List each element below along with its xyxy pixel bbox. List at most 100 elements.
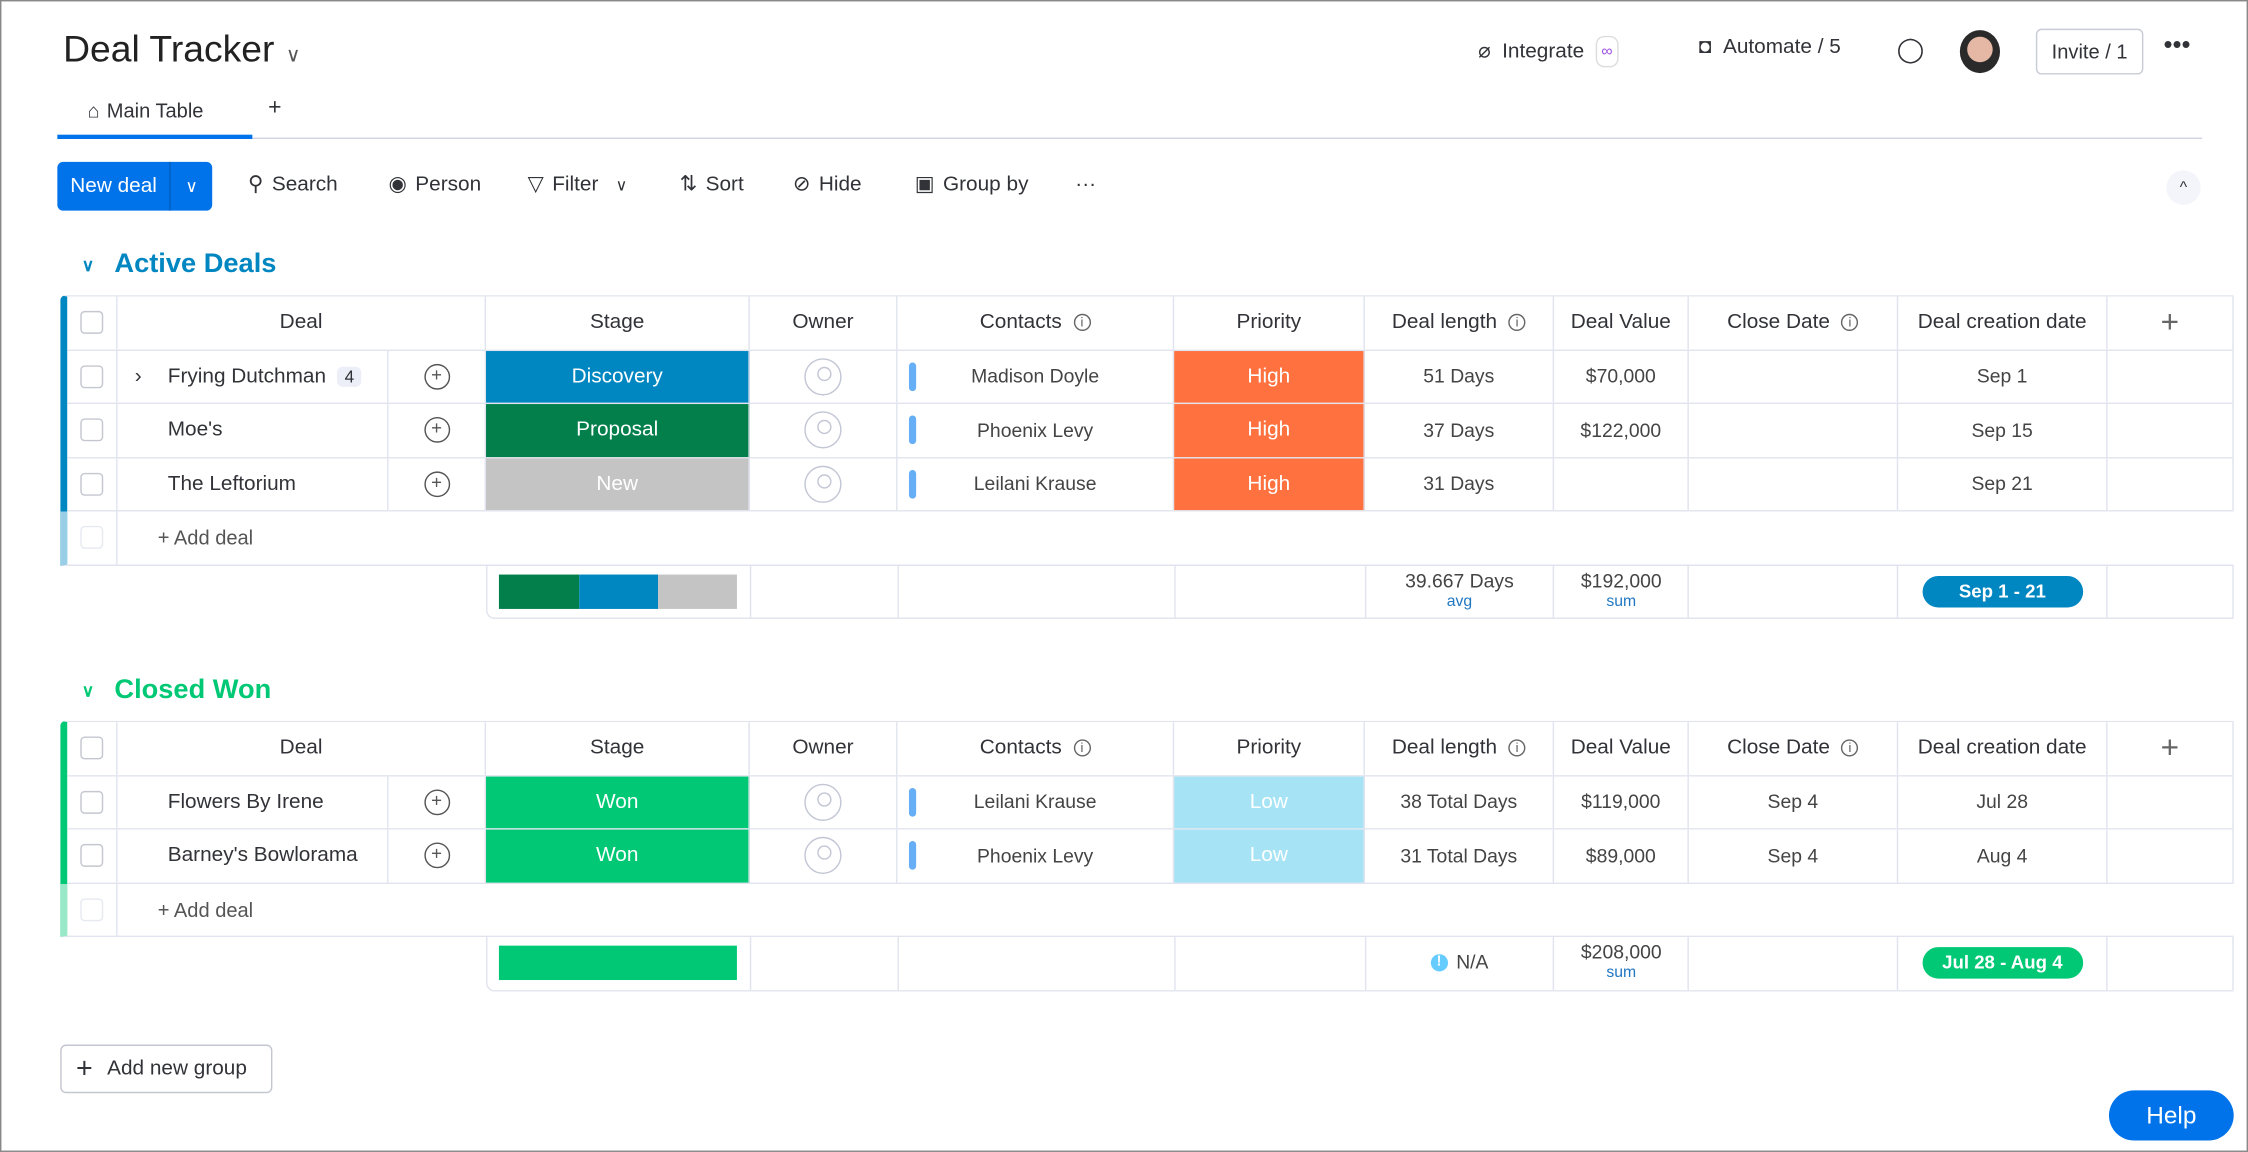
deal-name[interactable]: The Leftorium — [167, 472, 297, 496]
invite-button[interactable]: Invite / 1 — [2035, 28, 2144, 75]
add-column-icon[interactable]: + — [2160, 729, 2180, 766]
search-button[interactable]: ⚲ Search — [248, 173, 338, 196]
row-checkbox[interactable] — [80, 365, 104, 388]
column-header-priority[interactable]: Priority — [1174, 296, 1365, 349]
updates-cell[interactable]: + — [389, 457, 487, 511]
table-row[interactable]: › Frying Dutchman 4 + Discovery Madison Doyle… — [67, 350, 2234, 405]
deal-name[interactable]: Moe's — [167, 418, 223, 442]
contacts-cell[interactable]: Madison Doyle — [897, 350, 1175, 403]
person-placeholder-icon[interactable] — [804, 837, 842, 875]
deal-cell[interactable]: Barney's Bowlorama — [118, 829, 389, 882]
row-checkbox[interactable] — [80, 844, 104, 868]
info-icon[interactable]: i — [1073, 739, 1091, 757]
column-header-priority[interactable]: Priority — [1174, 722, 1365, 775]
row-checkbox[interactable] — [80, 472, 104, 496]
updates-cell[interactable]: + — [389, 775, 487, 829]
column-header-stage[interactable]: Stage — [486, 296, 750, 349]
group-by-button[interactable]: ▣ Group by — [915, 173, 1029, 196]
column-header-owner[interactable]: Owner — [750, 722, 898, 775]
deal-value-cell[interactable]: $122,000 — [1554, 404, 1689, 457]
hide-button[interactable]: ⊘ Hide — [793, 173, 862, 196]
add-update-icon[interactable]: + — [423, 789, 450, 815]
add-deal-row[interactable]: + Add deal — [60, 883, 2234, 938]
subitems-count-badge[interactable]: 4 — [337, 366, 362, 387]
new-deal-button[interactable]: New deal ∨ — [57, 161, 213, 211]
board-title[interactable]: Deal Tracker ∨ — [63, 27, 300, 71]
stage-status[interactable]: New — [486, 457, 750, 511]
user-avatar[interactable] — [1959, 30, 2001, 74]
deal-value-cell[interactable] — [1554, 457, 1689, 511]
group-header[interactable]: ∨ Active Deals — [82, 245, 2234, 284]
priority-status[interactable]: High — [1174, 457, 1365, 511]
sort-button[interactable]: ⇅ Sort — [680, 173, 744, 196]
person-placeholder-icon[interactable] — [804, 357, 842, 396]
stage-summary[interactable] — [487, 565, 752, 618]
contact-name[interactable]: Leilani Krause — [973, 473, 1097, 495]
column-header-contacts[interactable]: Contacts i — [897, 722, 1175, 775]
deal-value-cell[interactable]: $70,000 — [1554, 350, 1689, 403]
column-header-contacts[interactable]: Contacts i — [897, 296, 1175, 349]
add-update-icon[interactable]: + — [423, 471, 450, 497]
column-header-deal-length[interactable]: Deal length i — [1365, 722, 1555, 775]
more-options-icon[interactable]: ••• — [2163, 30, 2191, 59]
info-icon[interactable]: i — [1841, 314, 1859, 332]
deal-name[interactable]: Barney's Bowlorama — [167, 844, 358, 868]
stage-status[interactable]: Proposal — [486, 404, 750, 457]
close-date-cell[interactable] — [1689, 404, 1899, 457]
contact-name[interactable]: Phoenix Levy — [977, 844, 1094, 867]
select-all-checkbox[interactable] — [80, 736, 104, 760]
chevron-down-icon[interactable]: ∨ — [185, 176, 199, 197]
collapse-header-icon[interactable]: ^ — [2166, 170, 2201, 205]
contacts-cell[interactable]: Phoenix Levy — [897, 829, 1175, 882]
chevron-down-icon[interactable]: ∨ — [615, 176, 628, 195]
table-row[interactable]: Barney's Bowlorama + Won Phoenix Levy Low 31 … — [67, 829, 2234, 884]
person-filter-button[interactable]: ◉ Person — [389, 173, 482, 196]
info-icon[interactable]: i — [1841, 739, 1859, 757]
row-checkbox[interactable] — [80, 418, 104, 442]
expand-subitems-icon[interactable]: › — [134, 365, 142, 388]
add-column-cell[interactable]: + — [2108, 722, 2234, 775]
deal-cell[interactable]: Flowers By Irene — [118, 775, 389, 829]
updates-cell[interactable]: + — [389, 350, 487, 403]
add-column-cell[interactable]: + — [2108, 296, 2234, 349]
priority-status[interactable]: High — [1174, 404, 1365, 457]
owner-cell[interactable] — [750, 350, 898, 403]
more-toolbar-icon[interactable]: ··· — [1075, 173, 1097, 197]
close-date-cell[interactable] — [1689, 457, 1899, 511]
column-header-deal[interactable]: Deal — [118, 722, 487, 775]
info-icon[interactable]: i — [1508, 314, 1526, 332]
person-placeholder-icon[interactable] — [804, 783, 842, 821]
close-date-cell[interactable]: Sep 4 — [1689, 829, 1899, 882]
filter-button[interactable]: ▽ Filter ∨ — [528, 173, 628, 196]
table-row[interactable]: The Leftorium + New Leilani Krause High 31 Da… — [67, 457, 2234, 512]
priority-status[interactable]: Low — [1174, 775, 1365, 829]
table-row[interactable]: Flowers By Irene + Won Leilani Krause Low 38 … — [67, 775, 2234, 830]
column-header-stage[interactable]: Stage — [486, 722, 750, 775]
contact-name[interactable]: Leilani Krause — [973, 791, 1097, 813]
deal-cell[interactable]: Moe's — [118, 404, 389, 457]
group-title[interactable]: Closed Won — [114, 674, 272, 705]
deal-cell[interactable]: › Frying Dutchman 4 — [118, 350, 389, 403]
info-icon[interactable]: i — [1073, 314, 1091, 332]
add-deal-input[interactable]: + Add deal — [157, 898, 254, 921]
deal-value-cell[interactable]: $119,000 — [1554, 775, 1689, 829]
stage-status[interactable]: Discovery — [486, 350, 750, 403]
owner-cell[interactable] — [750, 404, 898, 457]
stage-distribution-bar[interactable] — [499, 574, 738, 609]
contact-name[interactable]: Phoenix Levy — [977, 419, 1094, 441]
stage-status[interactable]: Won — [486, 775, 750, 829]
automate-button[interactable]: ◘ Automate / 5 — [1699, 36, 1841, 59]
column-header-deal-creation-date[interactable]: Deal creation date — [1898, 296, 2108, 349]
group-title[interactable]: Active Deals — [114, 248, 277, 279]
priority-status[interactable]: Low — [1174, 829, 1365, 882]
close-date-cell[interactable]: Sep 4 — [1689, 775, 1899, 829]
owner-cell[interactable] — [750, 829, 898, 882]
contacts-cell[interactable]: Leilani Krause — [897, 775, 1175, 829]
column-header-deal-length[interactable]: Deal length i — [1365, 296, 1555, 349]
select-all-checkbox[interactable] — [80, 311, 104, 335]
info-icon[interactable]: i — [1508, 739, 1526, 757]
help-button[interactable]: Help — [2108, 1090, 2234, 1141]
updates-cell[interactable]: + — [389, 829, 487, 882]
person-placeholder-icon[interactable] — [804, 411, 842, 449]
owner-cell[interactable] — [750, 457, 898, 511]
